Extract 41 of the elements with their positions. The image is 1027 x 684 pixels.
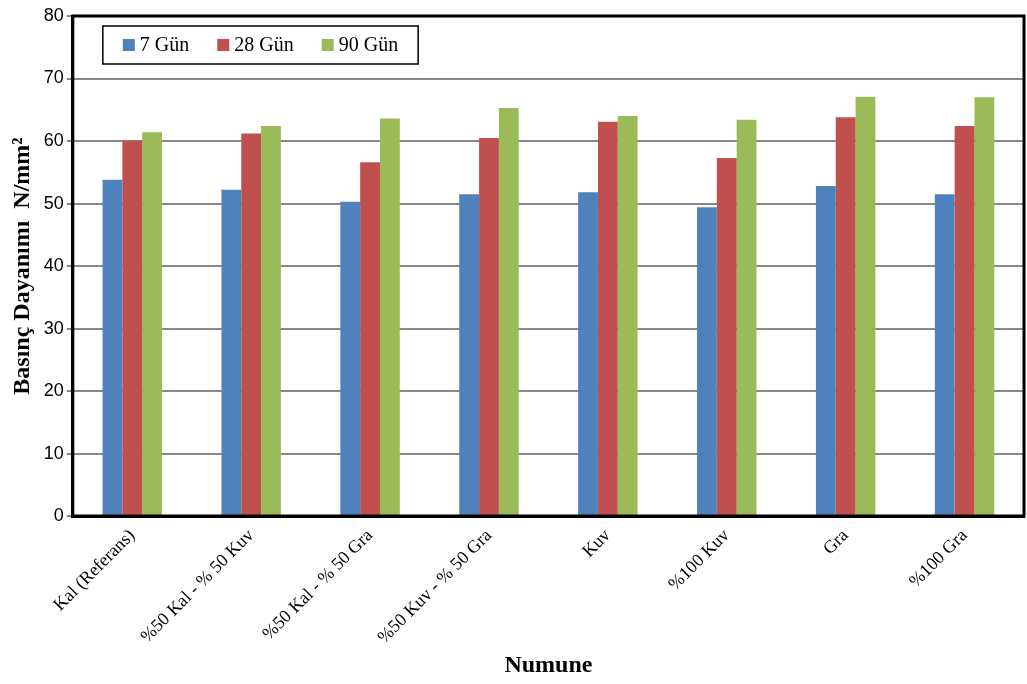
legend-label: 7 Gün xyxy=(139,33,190,56)
bar xyxy=(736,119,757,516)
bar xyxy=(459,194,480,516)
y-tick-label: 30 xyxy=(43,317,64,338)
x-axis-title: Numune xyxy=(504,650,593,677)
bar xyxy=(102,179,123,516)
bar xyxy=(815,186,836,516)
bar xyxy=(974,97,995,516)
bar xyxy=(617,116,638,516)
bar xyxy=(716,157,737,516)
bar xyxy=(360,162,380,516)
bar xyxy=(379,118,400,516)
bar xyxy=(578,192,598,516)
bar xyxy=(479,137,499,516)
bar xyxy=(241,133,262,516)
y-tick-label: 60 xyxy=(43,130,64,150)
bar xyxy=(142,132,162,516)
y-axis-title: Basınç Dayanımı N/mm² xyxy=(7,137,34,395)
y-tick-label: 20 xyxy=(43,380,64,401)
bar xyxy=(340,201,361,516)
y-tick-label: 50 xyxy=(43,192,64,213)
bar xyxy=(934,194,955,516)
bar xyxy=(855,96,876,516)
x-tick-label: %50 Kal - % 50 Kuv xyxy=(136,524,258,647)
bar xyxy=(697,207,717,516)
y-tick-label: 70 xyxy=(43,67,64,88)
x-tick-label: Kuv xyxy=(577,524,615,561)
x-tick-label: Gra xyxy=(818,524,852,559)
bar xyxy=(954,126,975,516)
y-tick-label: 10 xyxy=(43,442,64,463)
y-tick-label: 40 xyxy=(43,255,64,276)
bar xyxy=(597,121,618,516)
bar xyxy=(122,140,143,516)
bar xyxy=(498,107,519,516)
bar xyxy=(261,126,281,516)
bar xyxy=(221,189,242,516)
y-tick-label: 0 xyxy=(53,505,64,526)
legend-label: 28 Gün xyxy=(234,33,294,56)
y-tick-label: 80 xyxy=(43,4,64,25)
legend-label: 90 Gün xyxy=(338,33,399,56)
bar xyxy=(835,117,856,516)
